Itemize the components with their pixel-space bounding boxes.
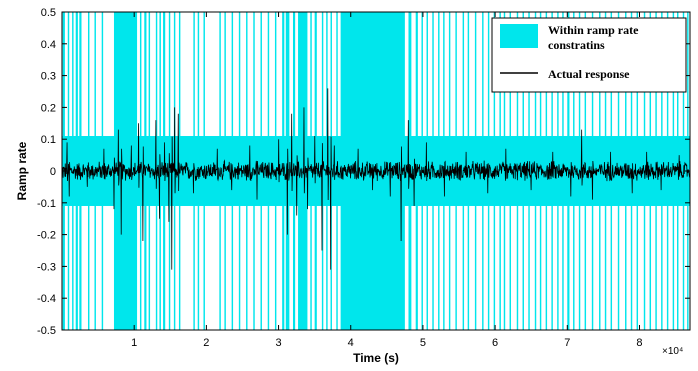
y-axis-title: Ramp rate [15,141,29,200]
band-full-interval-52 [474,12,477,330]
y-tick-label-4: 0.1 [41,134,56,146]
band-full-interval-81 [649,12,652,330]
x-tick-label-2: 3 [275,337,281,349]
band-full-interval-63 [539,12,542,330]
band-full-interval-51 [467,12,470,330]
y-tick-label-9: -0.4 [37,293,56,305]
band-full-interval-73 [599,12,601,330]
legend: Within ramp rate constratins Actual resp… [491,17,687,93]
band-full-interval-75 [610,12,613,330]
y-tick-label-7: -0.2 [37,230,56,242]
band-full-interval-85 [672,12,675,330]
actual-response-layer [61,88,691,270]
legend-band-swatch [500,24,538,48]
x-tick-label-0: 1 [131,337,137,349]
y-tick-label-2: 0.3 [41,71,56,83]
x-axis-title: Time (s) [353,351,399,365]
y-tick-label-10: -0.5 [37,325,56,337]
y-tick-label-6: -0.1 [37,198,56,210]
band-full-interval-21 [219,12,221,330]
band-full-interval-84 [666,12,669,330]
actual-response-line [61,88,691,270]
band-full-interval-56 [499,12,501,330]
band-full-interval-46 [438,12,440,330]
x-tick-label-4: 5 [420,337,426,349]
band-full-interval-5 [87,12,90,330]
y-tick-label-0: 0.5 [41,7,56,19]
legend-band-label-line1: Within ramp rate [548,23,639,37]
band-full-interval-22 [224,12,226,330]
x-axis-exponent-label: ×10⁴ [662,346,683,357]
band-full-interval-86 [677,12,679,330]
x-axis-ticks: 1 2 3 4 5 6 7 8 [131,12,643,349]
x-tick-label-5: 6 [492,337,498,349]
y-axis-ticks: 0.5 0.4 0.3 0.2 0.1 0 -0.1 -0.2 -0.3 -0.4 -0.5 [37,7,690,337]
band-full-interval-62 [534,12,537,330]
x-tick-label-3: 4 [348,337,354,349]
y-tick-label-8: -0.3 [37,261,56,273]
x-tick-label-7: 8 [636,337,642,349]
x-tick-label-6: 7 [564,337,570,349]
y-tick-label-3: 0.2 [41,102,56,114]
legend-band-label-line2: constratins [548,38,605,52]
x-tick-label-1: 2 [203,337,209,349]
legend-response-label: Actual response [548,67,630,81]
y-tick-label-5: 0 [50,166,56,178]
y-tick-label-1: 0.4 [41,39,56,51]
